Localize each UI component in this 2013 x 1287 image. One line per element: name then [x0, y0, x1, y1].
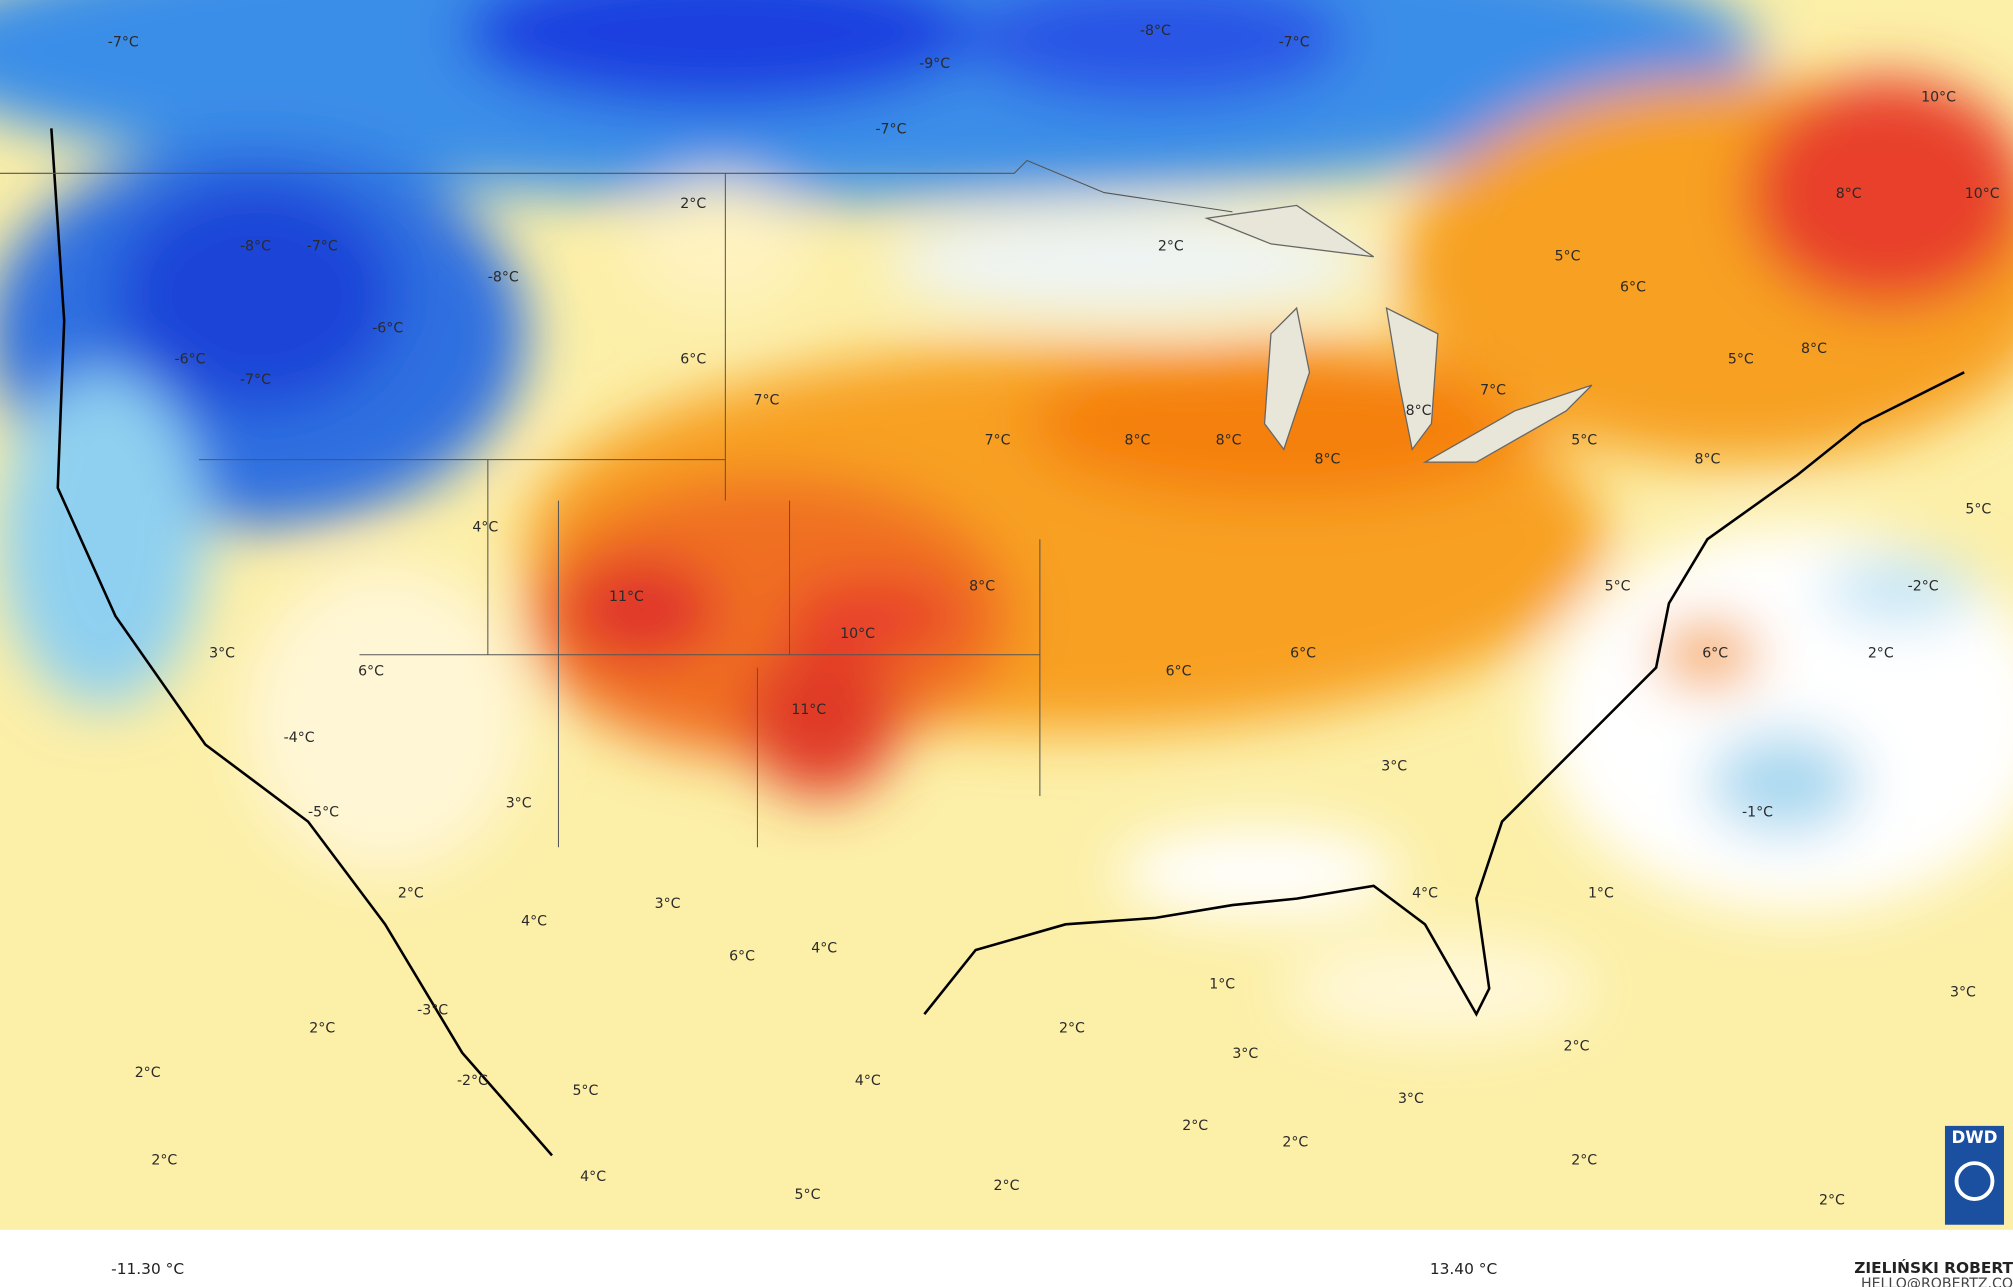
temp-label: -8°C — [1140, 23, 1171, 39]
temp-label: 2°C — [1571, 1153, 1597, 1169]
temp-label: -6°C — [175, 351, 206, 367]
temp-label: 4°C — [1412, 886, 1438, 902]
temp-label: -7°C — [875, 122, 906, 138]
logo-box — [1944, 1125, 2005, 1225]
temp-label: 8°C — [1801, 341, 1827, 357]
temp-label: 10°C — [1965, 186, 2000, 202]
temp-label: -8°C — [240, 238, 271, 254]
temp-label: 4°C — [472, 520, 498, 536]
temp-label: -6°C — [372, 321, 403, 337]
temp-label: 8°C — [1836, 186, 1862, 202]
temp-label: 2°C — [1564, 1038, 1590, 1054]
temp-label: 2°C — [309, 1020, 335, 1036]
temp-label: 2°C — [1282, 1135, 1308, 1151]
temp-label: 10°C — [1921, 90, 1956, 106]
temp-label: 8°C — [1315, 452, 1341, 468]
temp-label: 4°C — [811, 941, 837, 957]
temp-label: 8°C — [1216, 432, 1242, 448]
temp-label: 3°C — [506, 796, 532, 812]
temp-label: -1°C — [1742, 805, 1773, 821]
temp-label: 2°C — [1868, 645, 1894, 661]
temp-label: 10°C — [840, 626, 875, 642]
temp-label: 4°C — [580, 1169, 606, 1185]
email: HELLO@ROBERTZ.CO — [1861, 1276, 2013, 1287]
temp-label: 2°C — [680, 196, 706, 212]
temp-label: 5°C — [572, 1083, 598, 1099]
borders — [0, 159, 1233, 848]
temperature-field — [0, 0, 2013, 1040]
temp-label: 6°C — [358, 663, 384, 679]
temp-label: 2°C — [1158, 238, 1184, 254]
temp-label: -7°C — [307, 238, 338, 254]
logo-swirl — [1954, 1161, 1995, 1201]
temp-label: 3°C — [1232, 1046, 1258, 1062]
temp-label: 5°C — [1571, 432, 1597, 448]
temp-label: 6°C — [1290, 645, 1316, 661]
temp-label: 11°C — [791, 702, 826, 718]
temp-label: 2°C — [398, 886, 424, 902]
logo: DWD — [1951, 1128, 1997, 1147]
temp-label: -5°C — [308, 805, 339, 821]
temp-label: -2°C — [1908, 579, 1939, 595]
min-value: -11.30 °C — [111, 1260, 184, 1278]
temp-label: -8°C — [488, 269, 519, 285]
author: ZIELIŃSKI ROBERT — [1854, 1258, 2013, 1277]
great-lakes — [1204, 204, 1593, 463]
temp-label: 1°C — [1209, 977, 1235, 993]
temp-label: 8°C — [1406, 403, 1432, 419]
temp-label: 7°C — [753, 393, 779, 409]
temp-label: 1°C — [1588, 886, 1614, 902]
temp-label: 3°C — [1398, 1091, 1424, 1107]
temp-label: 2°C — [1059, 1020, 1085, 1036]
temp-label: 6°C — [1620, 280, 1646, 296]
temperature-labels: -7°C -8°C -7°C -9°C -7°C 10°C 8°C 10°C 2°C 2°C 5°C… — [108, 23, 2000, 1209]
temp-label: 3°C — [209, 645, 235, 661]
max-value: 13.40 °C — [1430, 1260, 1497, 1278]
temp-label: -3°C — [417, 1002, 448, 1018]
temp-label: 2°C — [994, 1178, 1020, 1194]
temp-label: 11°C — [609, 589, 644, 605]
temp-label: 5°C — [1605, 579, 1631, 595]
temp-label: -2°C — [457, 1073, 488, 1089]
temp-label: -7°C — [240, 372, 271, 388]
temp-label: 8°C — [1695, 452, 1721, 468]
temp-label: 3°C — [655, 896, 681, 912]
temp-label: 6°C — [680, 351, 706, 367]
temp-label: 5°C — [795, 1187, 821, 1203]
temp-label: 6°C — [729, 948, 755, 964]
temp-label: -7°C — [1279, 34, 1310, 50]
temp-label: 7°C — [985, 432, 1011, 448]
temp-label: 6°C — [1702, 645, 1728, 661]
temp-label: 2°C — [1182, 1118, 1208, 1134]
temp-label: 3°C — [1381, 758, 1407, 774]
temp-label: 5°C — [1728, 351, 1754, 367]
temp-label: 3°C — [1950, 984, 1976, 1000]
temp-label: 7°C — [1480, 382, 1506, 398]
temp-label: 5°C — [1555, 249, 1581, 265]
temp-label: -9°C — [919, 56, 950, 72]
temp-label: -4°C — [284, 730, 315, 746]
temp-label: 6°C — [1166, 663, 1192, 679]
temp-label: 4°C — [855, 1073, 881, 1089]
temp-label: 2°C — [151, 1153, 177, 1169]
temp-label: 5°C — [1965, 502, 1991, 518]
temp-label: 8°C — [969, 579, 995, 595]
temp-label: 4°C — [521, 914, 547, 930]
footer — [0, 1229, 2013, 1287]
temp-label: 2°C — [135, 1065, 161, 1081]
temp-label: 8°C — [1125, 432, 1151, 448]
coastline — [50, 128, 1965, 1157]
temp-label: -7°C — [108, 34, 139, 50]
temp-label: 2°C — [1819, 1192, 1845, 1208]
